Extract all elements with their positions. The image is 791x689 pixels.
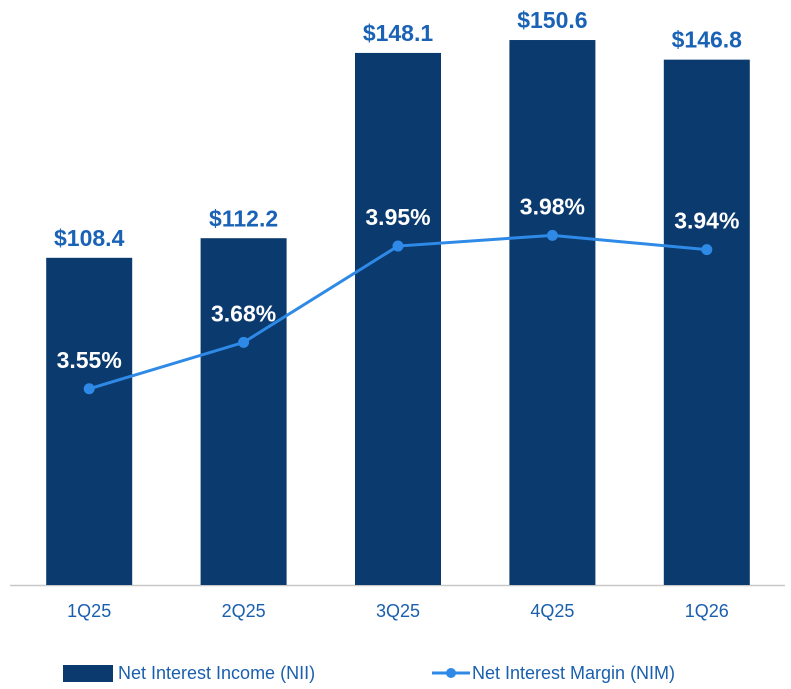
line-point xyxy=(238,336,250,348)
bar-value-label: $150.6 xyxy=(517,7,587,33)
bar xyxy=(663,59,750,586)
legend-swatch xyxy=(63,665,113,682)
x-tick-label: 4Q25 xyxy=(530,601,574,621)
bar xyxy=(46,257,133,585)
bar-value-label: $146.8 xyxy=(672,27,743,53)
bar xyxy=(509,40,596,586)
line-value-label: 3.95% xyxy=(365,204,430,230)
x-tick-label: 1Q25 xyxy=(67,601,111,621)
legend-swatch-dot xyxy=(446,668,456,678)
line-point xyxy=(546,229,558,241)
line-value-label: 3.55% xyxy=(57,347,122,373)
line-point xyxy=(701,244,713,256)
x-tick-label: 1Q26 xyxy=(685,601,729,621)
line-point xyxy=(83,383,95,395)
line-value-label: 3.98% xyxy=(520,193,585,219)
legend-label: Net Interest Margin (NIM) xyxy=(472,663,675,683)
legend-label: Net Interest Income (NII) xyxy=(118,663,315,683)
bar-value-label: $148.1 xyxy=(363,20,434,46)
bar-value-label: $112.2 xyxy=(209,205,278,231)
bar-value-label: $108.4 xyxy=(54,225,125,251)
bar xyxy=(355,52,441,585)
bar xyxy=(200,238,287,585)
x-tick-label: 2Q25 xyxy=(222,601,266,621)
line-value-label: 3.94% xyxy=(674,208,739,234)
x-tick-label: 3Q25 xyxy=(376,601,420,621)
line-point xyxy=(392,240,404,252)
line-value-label: 3.68% xyxy=(211,300,276,326)
